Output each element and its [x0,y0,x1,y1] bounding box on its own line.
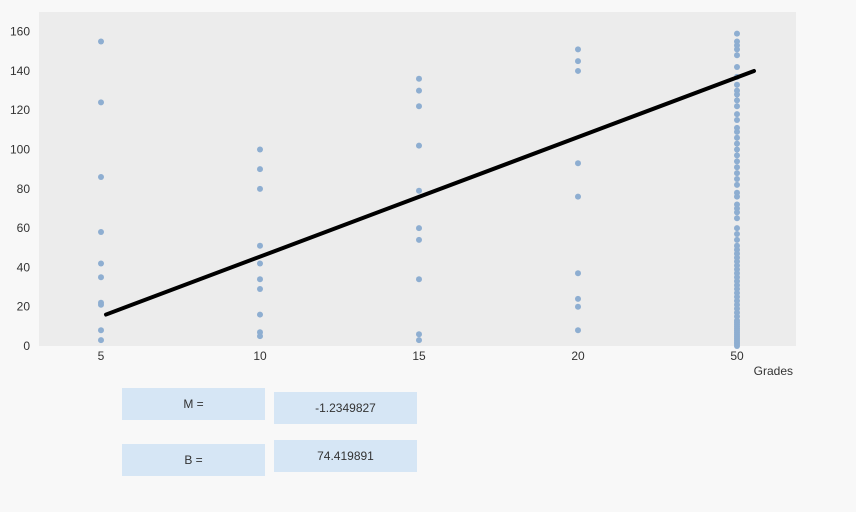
data-point [575,295,581,302]
data-point [734,176,740,182]
x-tick-label: 5 [98,349,105,363]
data-point [734,146,740,153]
x-tick-label: 15 [412,349,426,363]
data-point [734,231,740,238]
data-point [575,303,581,310]
data-point [734,30,740,37]
data-point [416,142,422,149]
data-point [734,103,740,110]
data-point [734,343,740,349]
data-point [734,170,740,177]
data-point [416,225,422,232]
data-point [575,270,581,277]
data-point [575,327,581,334]
y-tick-label: 40 [17,260,31,274]
data-point [734,158,740,165]
data-point [98,274,104,281]
data-point [416,87,422,94]
data-point [98,229,104,236]
y-tick-label: 20 [17,300,31,314]
y-tick-label: 0 [23,339,30,353]
b-value: 74.419891 [274,440,417,472]
data-point [257,166,263,173]
data-point [734,52,740,59]
data-point [734,81,740,88]
data-point [257,260,263,267]
data-point [257,242,263,249]
data-point [734,193,740,200]
data-point [98,174,104,181]
data-point [416,75,422,82]
data-point [416,276,422,283]
m-label: M = [122,388,265,420]
data-point [734,46,740,53]
y-tick-label: 160 [10,25,30,39]
y-tick-label: 100 [10,143,30,157]
data-point [257,146,263,153]
data-point [416,103,422,110]
data-point [257,311,263,318]
data-point [734,111,740,118]
data-point [575,58,581,65]
data-point [734,140,740,147]
data-point [98,260,104,267]
data-point [416,337,422,344]
data-point [575,160,581,167]
data-point [734,215,740,222]
data-point [734,134,740,141]
data-point [98,337,104,344]
data-point [734,225,740,232]
trend-line [104,68,756,317]
data-point [734,152,740,159]
data-point [734,236,740,243]
data-point [98,38,104,45]
data-point [416,331,422,338]
x-axis-label: Grades [754,364,793,378]
data-point [575,193,581,200]
data-point [416,187,422,194]
data-point [98,301,104,308]
data-point [257,333,263,340]
data-point [257,276,263,283]
data-point [734,164,740,171]
data-point [257,185,263,192]
data-point [575,67,581,74]
data-point [734,97,740,104]
data-point [734,117,740,124]
y-tick-label: 80 [17,182,31,196]
b-label: B = [122,444,265,476]
data-point [98,99,104,106]
m-value: -1.2349827 [274,392,417,424]
data-point [734,91,740,98]
data-point [98,327,104,334]
y-tick-label: 140 [10,64,30,78]
x-tick-label: 10 [253,349,267,363]
data-point [575,46,581,53]
data-point [257,286,263,293]
data-point [416,236,422,243]
x-tick-label: 50 [730,349,744,363]
x-tick-label: 20 [571,349,585,363]
data-point [734,209,740,216]
data-point [734,181,740,188]
data-point [734,128,740,135]
data-point [734,64,740,71]
y-tick-label: 120 [10,103,30,117]
y-tick-label: 60 [17,221,31,235]
